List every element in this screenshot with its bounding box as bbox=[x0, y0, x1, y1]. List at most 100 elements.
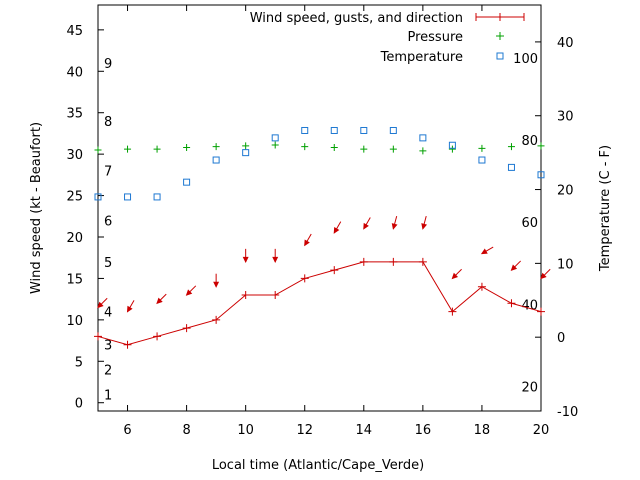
y-tick-label: 45 bbox=[66, 24, 83, 39]
temperature-point bbox=[478, 156, 486, 164]
wind-speed-point bbox=[330, 266, 339, 275]
y2-tick-label: 30 bbox=[557, 110, 574, 125]
wind-arrow-head bbox=[97, 301, 104, 309]
beaufort-label: 8 bbox=[104, 115, 112, 130]
beaufort-label: 4 bbox=[104, 306, 112, 321]
wind-speed-point bbox=[212, 315, 221, 324]
y2-tick-label: -10 bbox=[557, 405, 578, 420]
pressure-point bbox=[330, 144, 338, 152]
beaufort-label: 7 bbox=[104, 165, 112, 180]
fahrenheit-labels: 20 40 60 80 100 bbox=[513, 52, 538, 395]
pressure-point bbox=[242, 142, 250, 150]
wind-direction-arrows bbox=[97, 216, 551, 313]
y-tick-label: 20 bbox=[66, 231, 83, 246]
wind-arrow-head bbox=[391, 223, 398, 230]
temperature-point bbox=[183, 178, 191, 186]
wind-speed-point bbox=[271, 291, 280, 299]
temperature-point bbox=[448, 141, 456, 149]
pressure-point bbox=[478, 144, 486, 152]
temperature-point bbox=[330, 126, 338, 134]
y-tick-label: 40 bbox=[66, 65, 83, 80]
wind-arrow-head bbox=[242, 256, 249, 264]
legend: Wind speed, gusts, and direction Pressur… bbox=[250, 11, 525, 65]
fahrenheit-label: 80 bbox=[521, 134, 538, 149]
x-tick-label: 18 bbox=[474, 423, 491, 438]
beaufort-label: 1 bbox=[104, 388, 112, 403]
y-tick-label: 25 bbox=[66, 190, 83, 205]
pressure-point bbox=[419, 147, 427, 155]
y-tick-label: 15 bbox=[66, 272, 83, 287]
wind-speed-point bbox=[359, 257, 368, 266]
legend-temperature-label: Temperature bbox=[380, 50, 463, 65]
wind-speed-point bbox=[389, 257, 398, 266]
pressure-point bbox=[301, 143, 309, 151]
wind-speed-line bbox=[97, 261, 542, 346]
temperature-point bbox=[537, 171, 545, 179]
y2-axis-ticks: -10 0 10 20 30 40 bbox=[535, 36, 578, 420]
pressure-series bbox=[94, 141, 545, 155]
pressure-point bbox=[448, 145, 456, 153]
temperature-point bbox=[389, 126, 397, 134]
pressure-point bbox=[507, 143, 515, 151]
pressure-point bbox=[271, 141, 279, 149]
temperature-point bbox=[419, 134, 427, 142]
wind-speed-point bbox=[448, 307, 457, 316]
y-axis-ticks: 0 5 10 15 20 25 30 35 40 45 bbox=[66, 24, 104, 412]
beaufort-label: 2 bbox=[104, 364, 112, 379]
wind-arrow-head bbox=[421, 223, 428, 230]
y2-tick-label: 40 bbox=[557, 36, 574, 51]
y-axis-label: Wind speed (kt - Beaufort) bbox=[29, 122, 44, 294]
legend-pressure-point bbox=[496, 32, 504, 40]
legend-pressure-mark bbox=[496, 32, 504, 40]
temperature-point bbox=[242, 149, 250, 157]
y-tick-label: 0 bbox=[75, 397, 83, 412]
pressure-point bbox=[183, 144, 191, 152]
pressure-point bbox=[212, 143, 220, 151]
wind-arrow-head bbox=[540, 272, 547, 280]
x-axis-ticks: 6 8 10 12 14 16 18 20 bbox=[123, 5, 549, 438]
wind-arrow-head bbox=[304, 239, 310, 247]
beaufort-label: 9 bbox=[104, 57, 112, 72]
plot-frame bbox=[97, 4, 542, 412]
pressure-point bbox=[124, 145, 132, 153]
fahrenheit-label: 20 bbox=[521, 381, 538, 396]
temperature-series bbox=[94, 126, 545, 201]
fahrenheit-label: 60 bbox=[521, 216, 538, 231]
temperature-point bbox=[212, 156, 220, 164]
wind-arrow-head bbox=[185, 289, 193, 296]
wind-arrow-head bbox=[480, 248, 488, 255]
x-tick-label: 12 bbox=[296, 423, 313, 438]
wind-speed-point bbox=[241, 291, 250, 299]
temperature-point bbox=[153, 193, 161, 201]
wind-arrow-head bbox=[213, 281, 220, 288]
y-tick-label: 30 bbox=[66, 148, 83, 163]
temperature-point bbox=[271, 134, 279, 142]
wind-arrow-head bbox=[510, 264, 518, 271]
x-tick-label: 10 bbox=[237, 423, 254, 438]
x-tick-label: 8 bbox=[182, 423, 190, 438]
y-tick-label: 35 bbox=[66, 107, 83, 122]
legend-wind-errorbar bbox=[475, 13, 525, 21]
x-tick-label: 16 bbox=[415, 423, 432, 438]
pressure-point bbox=[94, 146, 102, 154]
fahrenheit-label: 100 bbox=[513, 52, 538, 67]
wind-speed-point bbox=[182, 324, 191, 333]
temperature-point bbox=[301, 126, 309, 134]
pressure-point bbox=[153, 145, 161, 153]
wind-arrow-head bbox=[333, 227, 340, 234]
legend-temperature-mark bbox=[496, 52, 504, 60]
wind-arrow-head bbox=[363, 222, 369, 230]
x-tick-label: 6 bbox=[123, 423, 131, 438]
x-axis-label: Local time (Atlantic/Cape_Verde) bbox=[212, 458, 424, 473]
temperature-point bbox=[507, 163, 515, 171]
y-tick-label: 10 bbox=[66, 314, 83, 329]
pressure-point bbox=[389, 145, 397, 153]
wind-arrow-head bbox=[126, 305, 133, 313]
beaufort-label: 5 bbox=[104, 256, 112, 271]
temperature-point bbox=[94, 193, 102, 201]
pressure-point bbox=[360, 145, 368, 153]
wind-speed-point bbox=[94, 332, 102, 341]
wind-speed-point bbox=[153, 332, 162, 341]
wind-speed-point bbox=[477, 282, 486, 291]
wind-speed-point bbox=[507, 299, 516, 308]
